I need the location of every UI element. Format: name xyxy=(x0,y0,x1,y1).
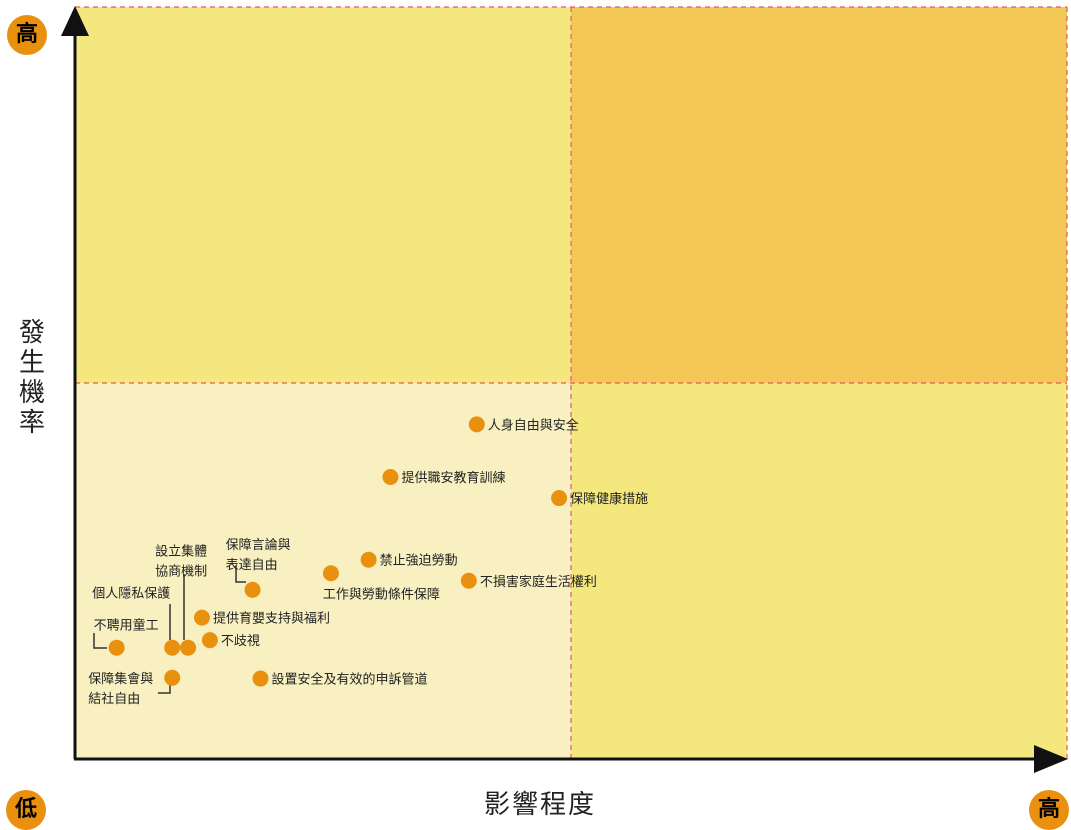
data-point-label: 提供職安教育訓練 xyxy=(401,470,505,486)
data-point xyxy=(193,609,210,626)
quadrant-top-right xyxy=(571,7,1067,383)
data-point-label: 不歧視 xyxy=(221,634,260,649)
leader-lines xyxy=(93,566,246,694)
quadrant-top-left xyxy=(75,7,571,383)
x-axis-title: 影響程度 xyxy=(483,790,596,820)
data-point xyxy=(360,551,377,568)
leader-line xyxy=(93,633,107,649)
data-point-label: 設置安全及有效的申訴管道 xyxy=(272,672,428,688)
data-point xyxy=(551,490,568,507)
x-low-badge: 低 xyxy=(6,790,46,830)
data-point-label: 保障集會與結社自由 xyxy=(88,671,153,707)
data-point xyxy=(180,639,197,656)
data-point-label: 保障健康措施 xyxy=(570,491,648,507)
data-point xyxy=(460,572,477,589)
data-point xyxy=(468,416,485,433)
data-point xyxy=(322,565,339,582)
data-point-label: 設立集體協商機制 xyxy=(155,544,207,580)
data-point xyxy=(244,581,261,598)
data-point xyxy=(382,469,399,485)
data-point xyxy=(164,639,181,656)
x-axis-arrow xyxy=(1034,745,1068,773)
data-point xyxy=(252,670,269,687)
data-point-label: 人身自由與安全 xyxy=(488,417,579,433)
data-point-label: 提供育嬰支持與福利 xyxy=(213,611,330,627)
data-point xyxy=(164,669,181,686)
quadrant-bottom-left xyxy=(75,383,571,759)
y-axis-arrow xyxy=(61,6,89,36)
quadrant-bottom-right xyxy=(571,383,1067,759)
data-point-label: 禁止強迫勞動 xyxy=(380,554,458,569)
data-point xyxy=(108,639,125,656)
y-high-badge: 高 xyxy=(7,15,47,55)
x-high-badge: 高 xyxy=(1029,790,1069,830)
leader-line xyxy=(235,566,246,583)
data-point-label: 不損害家庭生活權利 xyxy=(480,574,597,590)
data-point-label: 工作與勞動條件保障 xyxy=(323,587,440,602)
data-point xyxy=(201,632,218,649)
data-point-label: 保障言論與表達自由 xyxy=(226,537,291,573)
data-point-label: 不聘用童工 xyxy=(94,618,159,634)
y-axis-title: 發生機率 xyxy=(18,318,45,438)
leader-line xyxy=(158,683,171,694)
data-point-label: 個人隱私保護 xyxy=(92,586,170,602)
